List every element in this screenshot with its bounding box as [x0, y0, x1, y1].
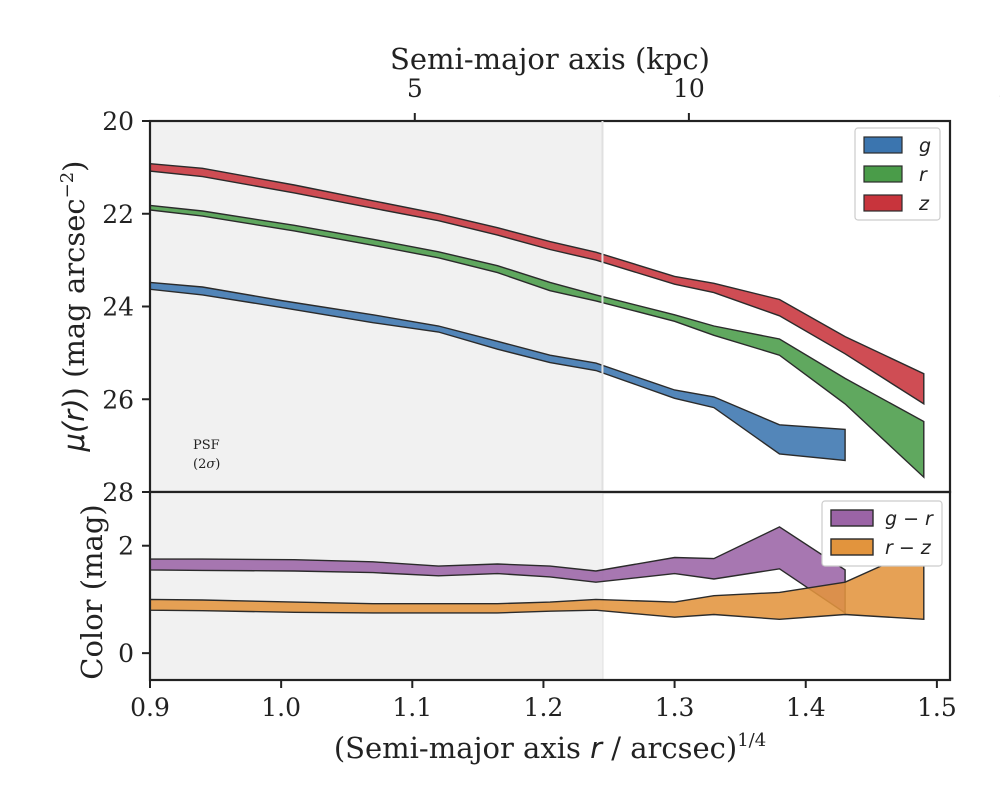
x-tick-label: 1.3: [655, 693, 695, 722]
y-tick-label: 26: [102, 385, 134, 414]
top-bands: [149, 162, 925, 479]
psf-shade-top: [150, 121, 603, 492]
bottom-panel-frame: [148, 490, 952, 682]
legend-label-z: z: [918, 193, 930, 215]
legend-swatch-z: [863, 194, 903, 212]
top-x-tick-label: 20: [998, 74, 1000, 103]
y-tick-label: 22: [102, 200, 134, 229]
bottom-y-ticks: 02: [118, 532, 150, 668]
x-tick-label: 1.1: [392, 693, 432, 722]
top-secondary-x-ticks: 5 10 20: [407, 74, 1000, 121]
bottom-panel: 02 0.9 1.0 1.1 1.2 1.3 1.4 1.5 Color (mag) (Se…: [75, 490, 957, 765]
band-z: [149, 162, 925, 406]
y-axis-label-bottom: Color (mag): [75, 504, 109, 679]
band-r-minus-z: [149, 545, 925, 621]
x-axis-label: (Semi-major axis r / arcsec)1/4: [334, 730, 766, 765]
y-tick-label: 0: [118, 639, 134, 668]
y-tick-label: 2: [118, 532, 134, 561]
y-axis-label-top: μ(r)) (mag arcsec−2): [57, 160, 91, 452]
x-tick-label: 1.0: [261, 693, 301, 722]
legend-swatch-r-minus-z: [830, 538, 874, 556]
band-g: [149, 281, 846, 462]
y-tick-label: 24: [102, 293, 134, 322]
top-x-tick-label: 10: [673, 74, 705, 103]
legend-label-g-minus-r: g − r: [885, 508, 934, 530]
psf-label: PSF: [193, 438, 220, 453]
x-tick-label: 1.5: [917, 693, 957, 722]
x-tick-label: 1.2: [524, 693, 564, 722]
top-axis-label: Semi-major axis (kpc): [390, 42, 710, 76]
y-tick-label: 20: [102, 107, 134, 136]
psf-label-sigma: (2σ): [193, 457, 220, 472]
x-tick-label: 1.4: [786, 693, 826, 722]
legend-swatch-r: [863, 165, 903, 183]
legend-label-r-minus-z: r − z: [885, 537, 932, 559]
legend-swatch-g: [863, 136, 903, 154]
psf-shade-bottom: [150, 492, 603, 680]
band-r: [149, 204, 925, 479]
top-y-ticks: 20 22 24 26 28: [102, 107, 150, 507]
legend-label-r: r: [919, 164, 928, 186]
bottom-bands: [149, 526, 925, 621]
x-tick-label: 0.9: [130, 693, 170, 722]
legend-bottom: g − r r − z: [821, 500, 943, 567]
y-tick-label: 28: [102, 478, 134, 507]
top-x-tick-label: 5: [407, 74, 423, 103]
legend-swatch-g-minus-r: [830, 509, 874, 527]
legend-label-g: g: [919, 135, 931, 157]
bottom-x-ticks: 0.9 1.0 1.1 1.2 1.3 1.4 1.5: [130, 680, 957, 722]
legend-top: grz: [854, 127, 941, 221]
